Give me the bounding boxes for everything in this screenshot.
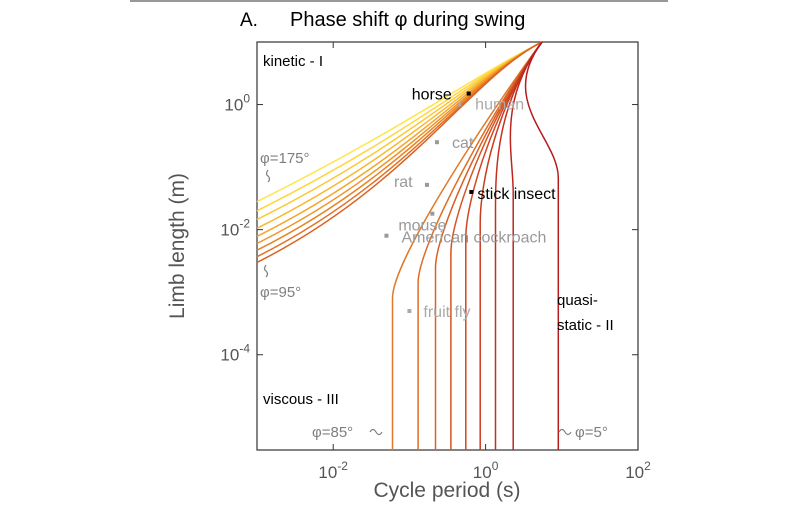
- phi-175-label: φ=175°: [260, 150, 310, 167]
- phase-curves: [256, 41, 560, 450]
- y-tick-label: 10-2: [220, 217, 250, 240]
- x-axis-label: Cycle period (s): [373, 479, 520, 502]
- animal-point: [457, 102, 462, 107]
- y-tick-label: 10-4: [220, 342, 250, 365]
- y-tick-exponent: -4: [239, 342, 250, 356]
- y-axis-label: Limb length (m): [166, 173, 189, 319]
- animal-point: [434, 140, 439, 145]
- phi-5-squiggle: [558, 428, 572, 436]
- y-tick-exponent: 0: [243, 92, 250, 106]
- animal-label: human: [475, 97, 524, 114]
- animal-markers: horse human cat rat stick insect mouseAmerica…: [384, 87, 556, 321]
- y-tick-label: 100: [224, 92, 250, 115]
- phi-85-squiggle: [369, 428, 383, 436]
- y-tick-exponent: -2: [239, 217, 250, 231]
- animal-point: [430, 211, 435, 216]
- y-tick-base: 10: [220, 221, 239, 240]
- x-tick-exponent: 0: [492, 459, 499, 473]
- y-tick-base: 10: [224, 96, 243, 115]
- kinetic-curve-phi-95: [256, 41, 543, 264]
- x-tick-base: 10: [473, 463, 492, 482]
- animal-label: rat: [394, 174, 413, 191]
- x-tick-exponent: -2: [337, 459, 348, 473]
- animal-label: horse: [412, 87, 452, 104]
- x-tick-exponent: 2: [644, 459, 651, 473]
- animal-point: [466, 91, 471, 96]
- x-tick-label: 102: [625, 459, 651, 482]
- phi-95-label: φ=95°: [260, 284, 301, 301]
- animal-label: mouse: [398, 218, 446, 235]
- chart-title: Phase shift φ during swing: [290, 9, 525, 31]
- region-quasistatic-label-line2: static - II: [557, 317, 614, 334]
- x-tick-label: 100: [473, 459, 499, 482]
- region-kinetic-label: kinetic - I: [263, 53, 323, 70]
- plot-frame: [256, 41, 639, 451]
- animal-label: cat: [452, 135, 474, 152]
- phi-95-squiggle: [263, 264, 269, 278]
- animal-point: [407, 309, 412, 314]
- animal-label: fruit fly: [423, 304, 470, 321]
- phi-175-squiggle: [265, 169, 271, 183]
- animal-label: American cockroach: [401, 230, 546, 247]
- animal-label: stick insect: [477, 186, 556, 203]
- quasistatic-curve-phi-15: [509, 41, 543, 450]
- x-tick-base: 10: [625, 463, 644, 482]
- region-viscous-label: viscous - III: [263, 391, 339, 408]
- quasistatic-curve-phi-5: [524, 41, 560, 450]
- phi-5-label: φ=5°: [575, 424, 608, 441]
- x-tick-base: 10: [318, 463, 337, 482]
- animal-point: [384, 233, 389, 238]
- y-tick-base: 10: [220, 346, 239, 365]
- panel-letter: A.: [240, 10, 258, 31]
- region-quasistatic-label-line1: quasi-: [557, 292, 598, 309]
- x-tick-label: 10-2: [318, 459, 348, 482]
- animal-point: [424, 182, 429, 187]
- animal-point: [469, 189, 474, 194]
- phi-85-label: φ=85°: [312, 424, 353, 441]
